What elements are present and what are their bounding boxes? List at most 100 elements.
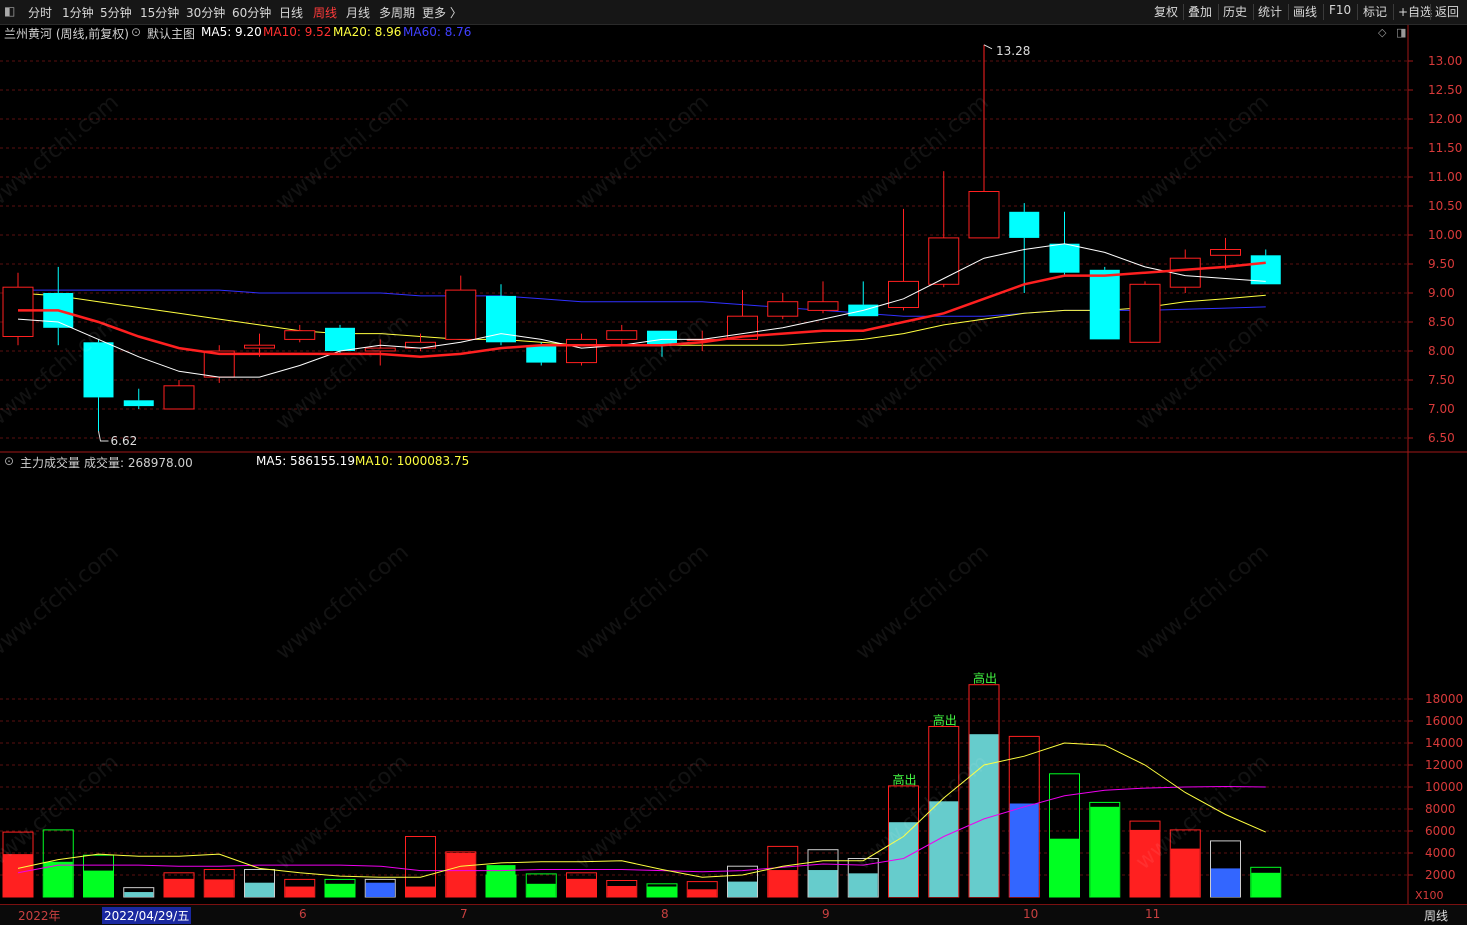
period-more[interactable]: 更多 〉 bbox=[422, 6, 462, 20]
volume-main-bar bbox=[1251, 872, 1281, 897]
date-axis: 2022年 2022/04/29/五 6 7 8 9 10 11 周线 bbox=[0, 904, 1467, 925]
volume-main-bar bbox=[567, 878, 596, 897]
volume-main-bar bbox=[3, 854, 33, 897]
volume-main-bar bbox=[204, 879, 234, 897]
candle-body bbox=[968, 191, 1000, 239]
high-out-tag: 高出 bbox=[973, 671, 997, 686]
volume-tick-label: 12000 bbox=[1425, 758, 1463, 772]
period-monthly[interactable]: 月线 bbox=[346, 6, 371, 20]
diamond-icon[interactable]: ◇ bbox=[1378, 26, 1387, 39]
ma10-label: MA10: 9.52 bbox=[263, 25, 332, 39]
price-tick-label: 7.50 bbox=[1428, 373, 1455, 387]
add-watchlist-button[interactable]: +自选 bbox=[1398, 5, 1433, 19]
vol-ma5-label: MA5: 586155.19 bbox=[256, 454, 355, 468]
price-tick-label: 11.00 bbox=[1428, 170, 1462, 184]
candle-body bbox=[445, 289, 477, 340]
history-button[interactable]: 历史 bbox=[1223, 5, 1248, 19]
period-fenshi[interactable]: 分时 bbox=[28, 6, 53, 20]
volume-main-bar bbox=[1090, 806, 1120, 897]
period-15min[interactable]: 15分钟 bbox=[140, 6, 180, 20]
low-marker bbox=[98, 430, 109, 442]
volume-ma10-line bbox=[17, 785, 1266, 874]
candle-body bbox=[364, 347, 396, 352]
fuquan-button[interactable]: 复权 bbox=[1154, 5, 1179, 19]
volume-main-bar bbox=[1211, 868, 1240, 897]
layout-icon[interactable]: ◧ bbox=[4, 4, 16, 18]
kline-chart[interactable]: 13.00 12.50 12.00 11.50 11.00 10.50 10.00 9.50 9… bbox=[0, 25, 1467, 904]
candle-body bbox=[928, 237, 960, 285]
period-30min[interactable]: 30分钟 bbox=[186, 6, 226, 20]
volume-tick-label: 8000 bbox=[1425, 802, 1456, 816]
month-label: 11 bbox=[1145, 907, 1161, 921]
ma5-label: MA5: 9.20 bbox=[201, 25, 262, 39]
volume-main-bar bbox=[1050, 838, 1079, 897]
volume-tick-label: 16000 bbox=[1425, 714, 1463, 728]
volume-tick-label: 14000 bbox=[1425, 736, 1463, 750]
ma10-line bbox=[18, 261, 1266, 359]
price-tick-label: 12.50 bbox=[1428, 83, 1462, 97]
ma20-line bbox=[17, 292, 1266, 346]
indicator-name[interactable]: 主力成交量 bbox=[20, 456, 81, 470]
draw-line-button[interactable]: 画线 bbox=[1293, 5, 1318, 19]
candle-body bbox=[606, 330, 638, 340]
ma5-line bbox=[17, 243, 1266, 378]
volume-unit-label: X100 bbox=[1415, 889, 1444, 902]
stats-button[interactable]: 统计 bbox=[1258, 5, 1283, 19]
volume-main-bar bbox=[84, 870, 113, 897]
month-label: 8 bbox=[661, 907, 669, 921]
candle-body bbox=[244, 344, 275, 349]
volume-value: 成交量: 268978.00 bbox=[84, 456, 193, 470]
volume-main-bar bbox=[687, 889, 717, 897]
panel-toggle-icon[interactable]: ◨ bbox=[1396, 26, 1407, 39]
candle-body bbox=[163, 385, 195, 410]
price-tick-label: 13.00 bbox=[1428, 54, 1462, 68]
candle-body bbox=[1049, 243, 1080, 273]
candle-body bbox=[807, 301, 839, 311]
candle-body bbox=[888, 280, 919, 308]
price-tick-label: 9.50 bbox=[1428, 257, 1455, 271]
period-indicator[interactable]: 周线 bbox=[1424, 909, 1449, 923]
candle-body bbox=[727, 315, 758, 340]
price-tick-label: 10.50 bbox=[1428, 199, 1462, 213]
period-daily[interactable]: 日线 bbox=[279, 6, 304, 20]
price-tick-label: 6.50 bbox=[1428, 431, 1455, 445]
candle-body bbox=[1169, 257, 1201, 288]
month-label: 9 bbox=[822, 907, 830, 921]
high-out-tag: 高出 bbox=[933, 713, 957, 728]
volume-main-bar bbox=[728, 881, 757, 897]
back-button[interactable]: 返回 bbox=[1435, 5, 1460, 19]
volume-main-bar bbox=[848, 873, 878, 897]
candle-body bbox=[647, 330, 677, 346]
template-name[interactable]: 默认主图 bbox=[147, 27, 196, 41]
price-tick-label: 12.00 bbox=[1428, 112, 1462, 126]
overlay-button[interactable]: 叠加 bbox=[1188, 5, 1213, 19]
divider bbox=[1218, 4, 1219, 20]
volume-main-bar bbox=[43, 861, 73, 897]
candle-body bbox=[1089, 269, 1120, 340]
indicator-dropdown-icon[interactable]: ⊙ bbox=[4, 454, 15, 468]
period-60min[interactable]: 60分钟 bbox=[232, 6, 272, 20]
high-out-tag: 高出 bbox=[893, 772, 917, 787]
low-price-label: 6.62 bbox=[111, 434, 138, 448]
candle-body bbox=[284, 330, 316, 340]
divider bbox=[1183, 4, 1184, 20]
ma60-line bbox=[18, 289, 1266, 317]
volume-main-bar bbox=[406, 886, 435, 897]
price-tick-label: 11.50 bbox=[1428, 141, 1462, 155]
period-1min[interactable]: 1分钟 bbox=[62, 6, 94, 20]
candle-body bbox=[526, 345, 557, 363]
candle-body bbox=[1129, 283, 1161, 343]
period-5min[interactable]: 5分钟 bbox=[100, 6, 132, 20]
mark-button[interactable]: 标记 bbox=[1363, 5, 1388, 19]
template-dropdown-icon[interactable]: ⊙ bbox=[131, 25, 142, 39]
divider bbox=[1393, 4, 1394, 20]
candle-body bbox=[1210, 249, 1241, 256]
volume-main-bar bbox=[808, 870, 838, 897]
high-price-label: 13.28 bbox=[996, 44, 1030, 58]
price-tick-label: 8.50 bbox=[1428, 315, 1455, 329]
period-multi[interactable]: 多周期 bbox=[379, 6, 416, 20]
divider bbox=[1430, 4, 1431, 20]
f10-button[interactable]: F10 bbox=[1329, 3, 1352, 17]
candle-body bbox=[2, 286, 34, 338]
period-weekly[interactable]: 周线 bbox=[313, 6, 338, 20]
